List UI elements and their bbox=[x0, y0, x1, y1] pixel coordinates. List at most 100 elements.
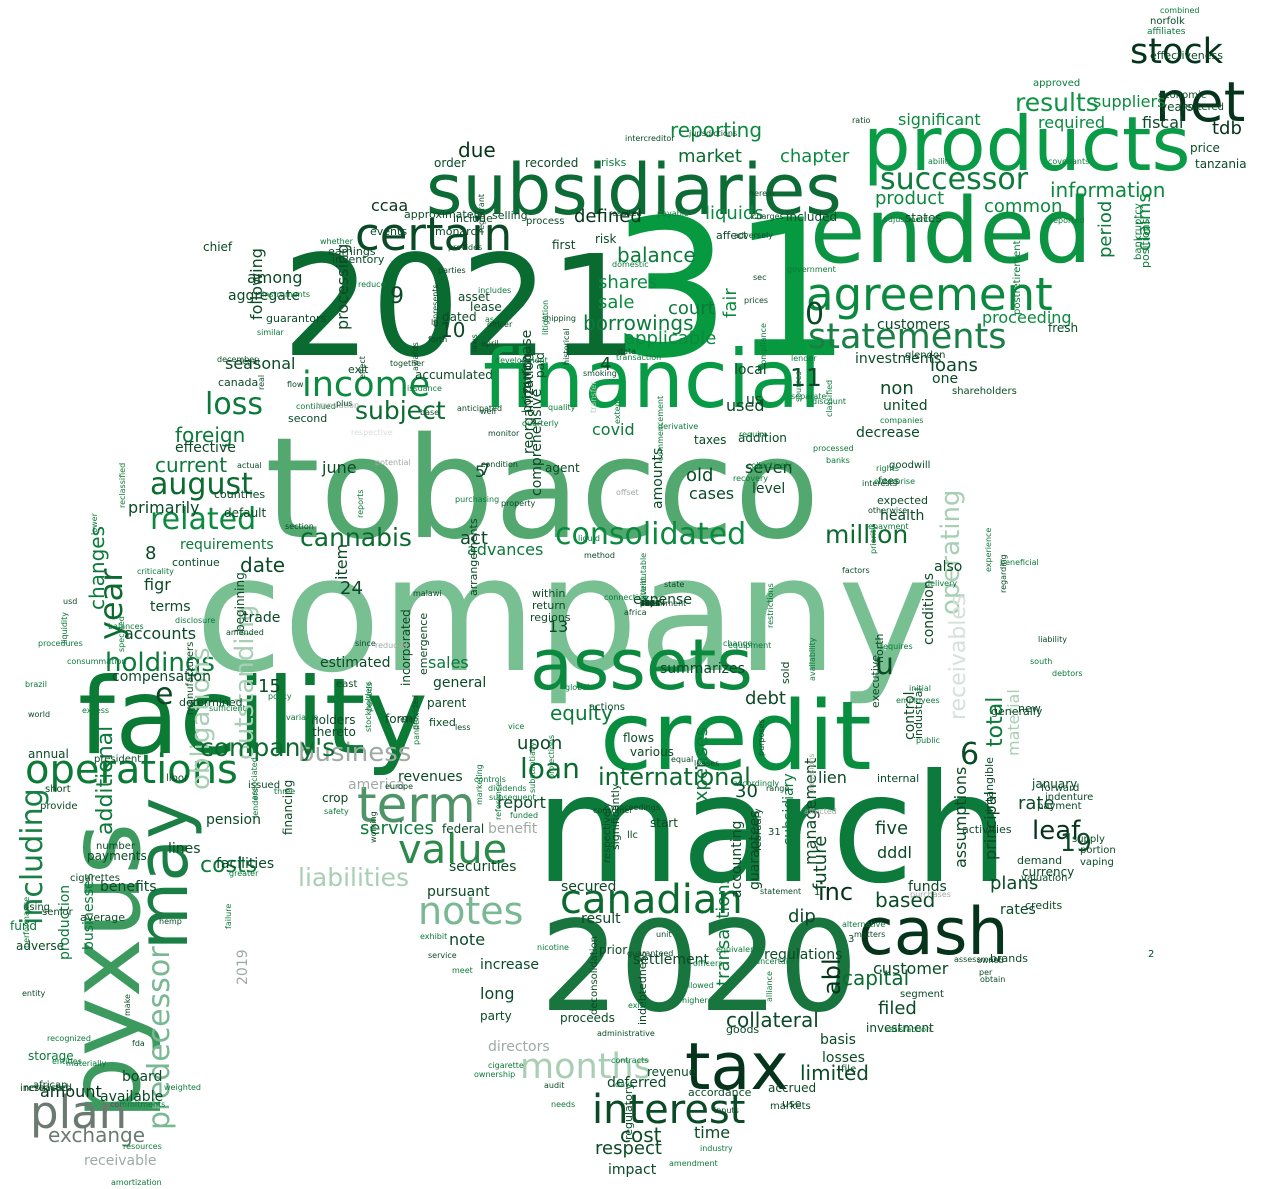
cloud-word: america bbox=[348, 777, 405, 793]
cloud-word: operations bbox=[25, 747, 238, 793]
cloud-word: canada bbox=[218, 376, 259, 389]
cloud-word: classified bbox=[825, 379, 834, 417]
cloud-word: 3 bbox=[848, 934, 855, 945]
cloud-word: smoking bbox=[583, 369, 617, 378]
cloud-word: effectiveness bbox=[1150, 49, 1224, 62]
cloud-word: ability bbox=[928, 157, 953, 166]
cloud-word: compensation bbox=[112, 669, 211, 685]
cloud-word: subsequent bbox=[489, 793, 536, 802]
cloud-word: meet bbox=[452, 966, 473, 975]
cloud-word: cigarettes bbox=[70, 873, 120, 884]
cloud-word: terms bbox=[150, 599, 191, 615]
cloud-word: historical bbox=[562, 328, 571, 365]
cloud-word: provide bbox=[40, 801, 78, 812]
cloud-word: weighted bbox=[164, 1083, 201, 1092]
cloud-word: supply bbox=[1072, 834, 1105, 845]
cloud-word: reports bbox=[356, 489, 365, 518]
cloud-word: connection bbox=[604, 593, 649, 602]
cloud-word: accordance bbox=[688, 1086, 752, 1099]
cloud-word: issued bbox=[248, 780, 281, 791]
cloud-word: liabilities bbox=[298, 863, 410, 892]
cloud-word: receivables bbox=[946, 594, 971, 720]
cloud-word: reference bbox=[494, 781, 503, 820]
cloud-word: monarch bbox=[435, 225, 484, 238]
cloud-word: information bbox=[1050, 178, 1166, 202]
cloud-word: dip bbox=[788, 906, 816, 927]
cloud-word: consolidated bbox=[555, 517, 747, 552]
cloud-word: states bbox=[905, 211, 942, 225]
cloud-word: subject bbox=[355, 396, 446, 425]
cloud-word: adversely bbox=[734, 231, 773, 240]
cloud-word: 16 bbox=[640, 599, 651, 608]
cloud-word: audit bbox=[544, 1081, 565, 1090]
cloud-word: products bbox=[863, 100, 1191, 188]
cloud-word: alliance bbox=[765, 971, 774, 1002]
cloud-word: postretirement bbox=[1012, 240, 1023, 315]
cloud-word: general bbox=[433, 675, 487, 691]
cloud-word: also bbox=[934, 559, 963, 575]
cloud-word: cost bbox=[620, 1123, 662, 1147]
cloud-word: resources bbox=[123, 1142, 162, 1151]
cloud-word: payments bbox=[87, 849, 147, 863]
cloud-word: 30 bbox=[735, 781, 758, 802]
cloud-word: addition bbox=[738, 431, 787, 445]
cloud-word: administrative bbox=[597, 1029, 655, 1038]
cloud-word: aggregate bbox=[228, 288, 300, 304]
cloud-word: affiliates bbox=[1147, 27, 1186, 37]
cloud-word: changes bbox=[85, 525, 109, 610]
cloud-word: first bbox=[552, 238, 576, 252]
cloud-word: legal bbox=[240, 357, 260, 366]
cloud-word: assumptions bbox=[951, 766, 970, 868]
cloud-word: requirements bbox=[180, 537, 274, 553]
cloud-word: otherwise bbox=[868, 506, 908, 515]
cloud-word: whether bbox=[320, 237, 353, 246]
cloud-word: south bbox=[1030, 657, 1053, 666]
cloud-word: sales bbox=[428, 653, 469, 672]
cloud-word: world bbox=[28, 710, 51, 719]
cloud-word: bankruptcy bbox=[1133, 203, 1144, 260]
cloud-word: process bbox=[526, 216, 565, 227]
cloud-word: crop bbox=[322, 791, 349, 805]
cloud-word: included bbox=[786, 210, 838, 224]
cloud-word: property bbox=[501, 499, 536, 508]
cloud-word: 12 bbox=[640, 599, 651, 608]
cloud-word: projections bbox=[547, 734, 556, 779]
cloud-word: directors bbox=[488, 1039, 550, 1055]
cloud-word: effect bbox=[358, 356, 367, 379]
cloud-word: date bbox=[240, 553, 286, 577]
cloud-word: old bbox=[686, 465, 714, 486]
cloud-word: loan bbox=[520, 752, 580, 785]
cloud-word: working bbox=[369, 811, 378, 843]
cloud-word: services bbox=[360, 818, 434, 839]
cloud-word: valuation bbox=[1021, 873, 1068, 884]
cloud-word: liquid bbox=[578, 534, 600, 543]
cloud-word: adjustments bbox=[883, 215, 933, 224]
cloud-word: change bbox=[723, 639, 753, 648]
cloud-word: common bbox=[984, 196, 1063, 217]
cloud-word: per bbox=[979, 968, 993, 977]
cloud-word: employees bbox=[896, 696, 940, 705]
cloud-word: continue bbox=[172, 556, 220, 569]
cloud-word: june bbox=[322, 458, 357, 477]
cloud-word: 0 bbox=[805, 297, 825, 332]
cloud-word: receivable bbox=[84, 1153, 157, 1169]
cloud-word: leases bbox=[694, 759, 720, 768]
cloud-word: parent bbox=[427, 696, 467, 710]
cloud-word: impact bbox=[608, 1162, 657, 1178]
cloud-word: norfolk bbox=[1150, 16, 1185, 27]
cloud-word: fiscal bbox=[1142, 113, 1184, 132]
cloud-word: commitments bbox=[110, 1100, 166, 1109]
cloud-word: results bbox=[1015, 88, 1099, 117]
cloud-word: board bbox=[122, 1069, 163, 1085]
cloud-word: officer bbox=[487, 320, 513, 329]
cloud-word: specified bbox=[117, 616, 126, 652]
cloud-word: base bbox=[420, 408, 440, 417]
cloud-word: court bbox=[668, 298, 715, 319]
cloud-word: january bbox=[1032, 777, 1078, 791]
cloud-word: leaf bbox=[1032, 816, 1081, 846]
cloud-word: debt bbox=[745, 688, 786, 709]
cloud-word: costs bbox=[200, 853, 258, 878]
cloud-word: banks bbox=[826, 456, 850, 465]
cloud-word: provisions bbox=[807, 753, 816, 794]
cloud-word: covid bbox=[592, 420, 635, 439]
